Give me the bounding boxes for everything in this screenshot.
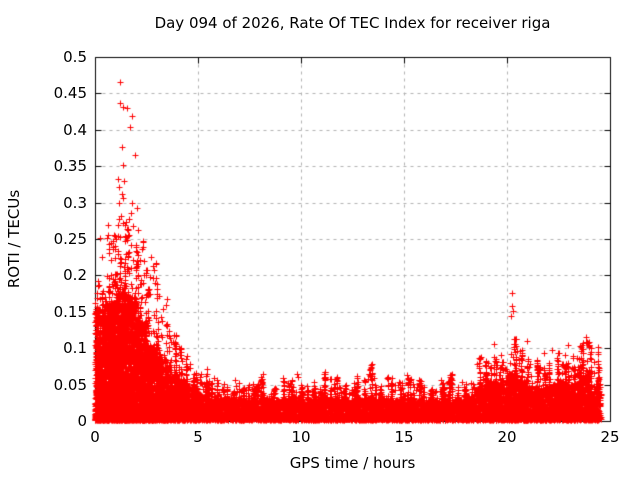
- y-tick-label: 0.35: [53, 157, 87, 175]
- y-tick-label: 0.5: [63, 48, 87, 66]
- x-axis-label: GPS time / hours: [289, 454, 416, 472]
- y-tick-label: 0.05: [53, 376, 87, 394]
- x-tick-label: 5: [193, 428, 203, 446]
- y-tick-label: 0.3: [63, 194, 87, 212]
- y-tick-label: 0: [77, 412, 87, 430]
- x-tick-label: 0: [90, 428, 100, 446]
- x-tick-label: 20: [497, 428, 517, 446]
- x-tick-label: 10: [291, 428, 311, 446]
- x-tick-label: 25: [600, 428, 620, 446]
- y-tick-label: 0.45: [53, 84, 87, 102]
- y-tick-label: 0.1: [63, 339, 87, 357]
- x-tick-label: 15: [394, 428, 414, 446]
- y-tick-label: 0.2: [63, 266, 87, 284]
- y-tick-label: 0.25: [53, 230, 87, 248]
- y-tick-label: 0.4: [63, 121, 87, 139]
- chart-title: Day 094 of 2026, Rate Of TEC Index for r…: [154, 14, 551, 32]
- y-tick-label: 0.15: [53, 303, 87, 321]
